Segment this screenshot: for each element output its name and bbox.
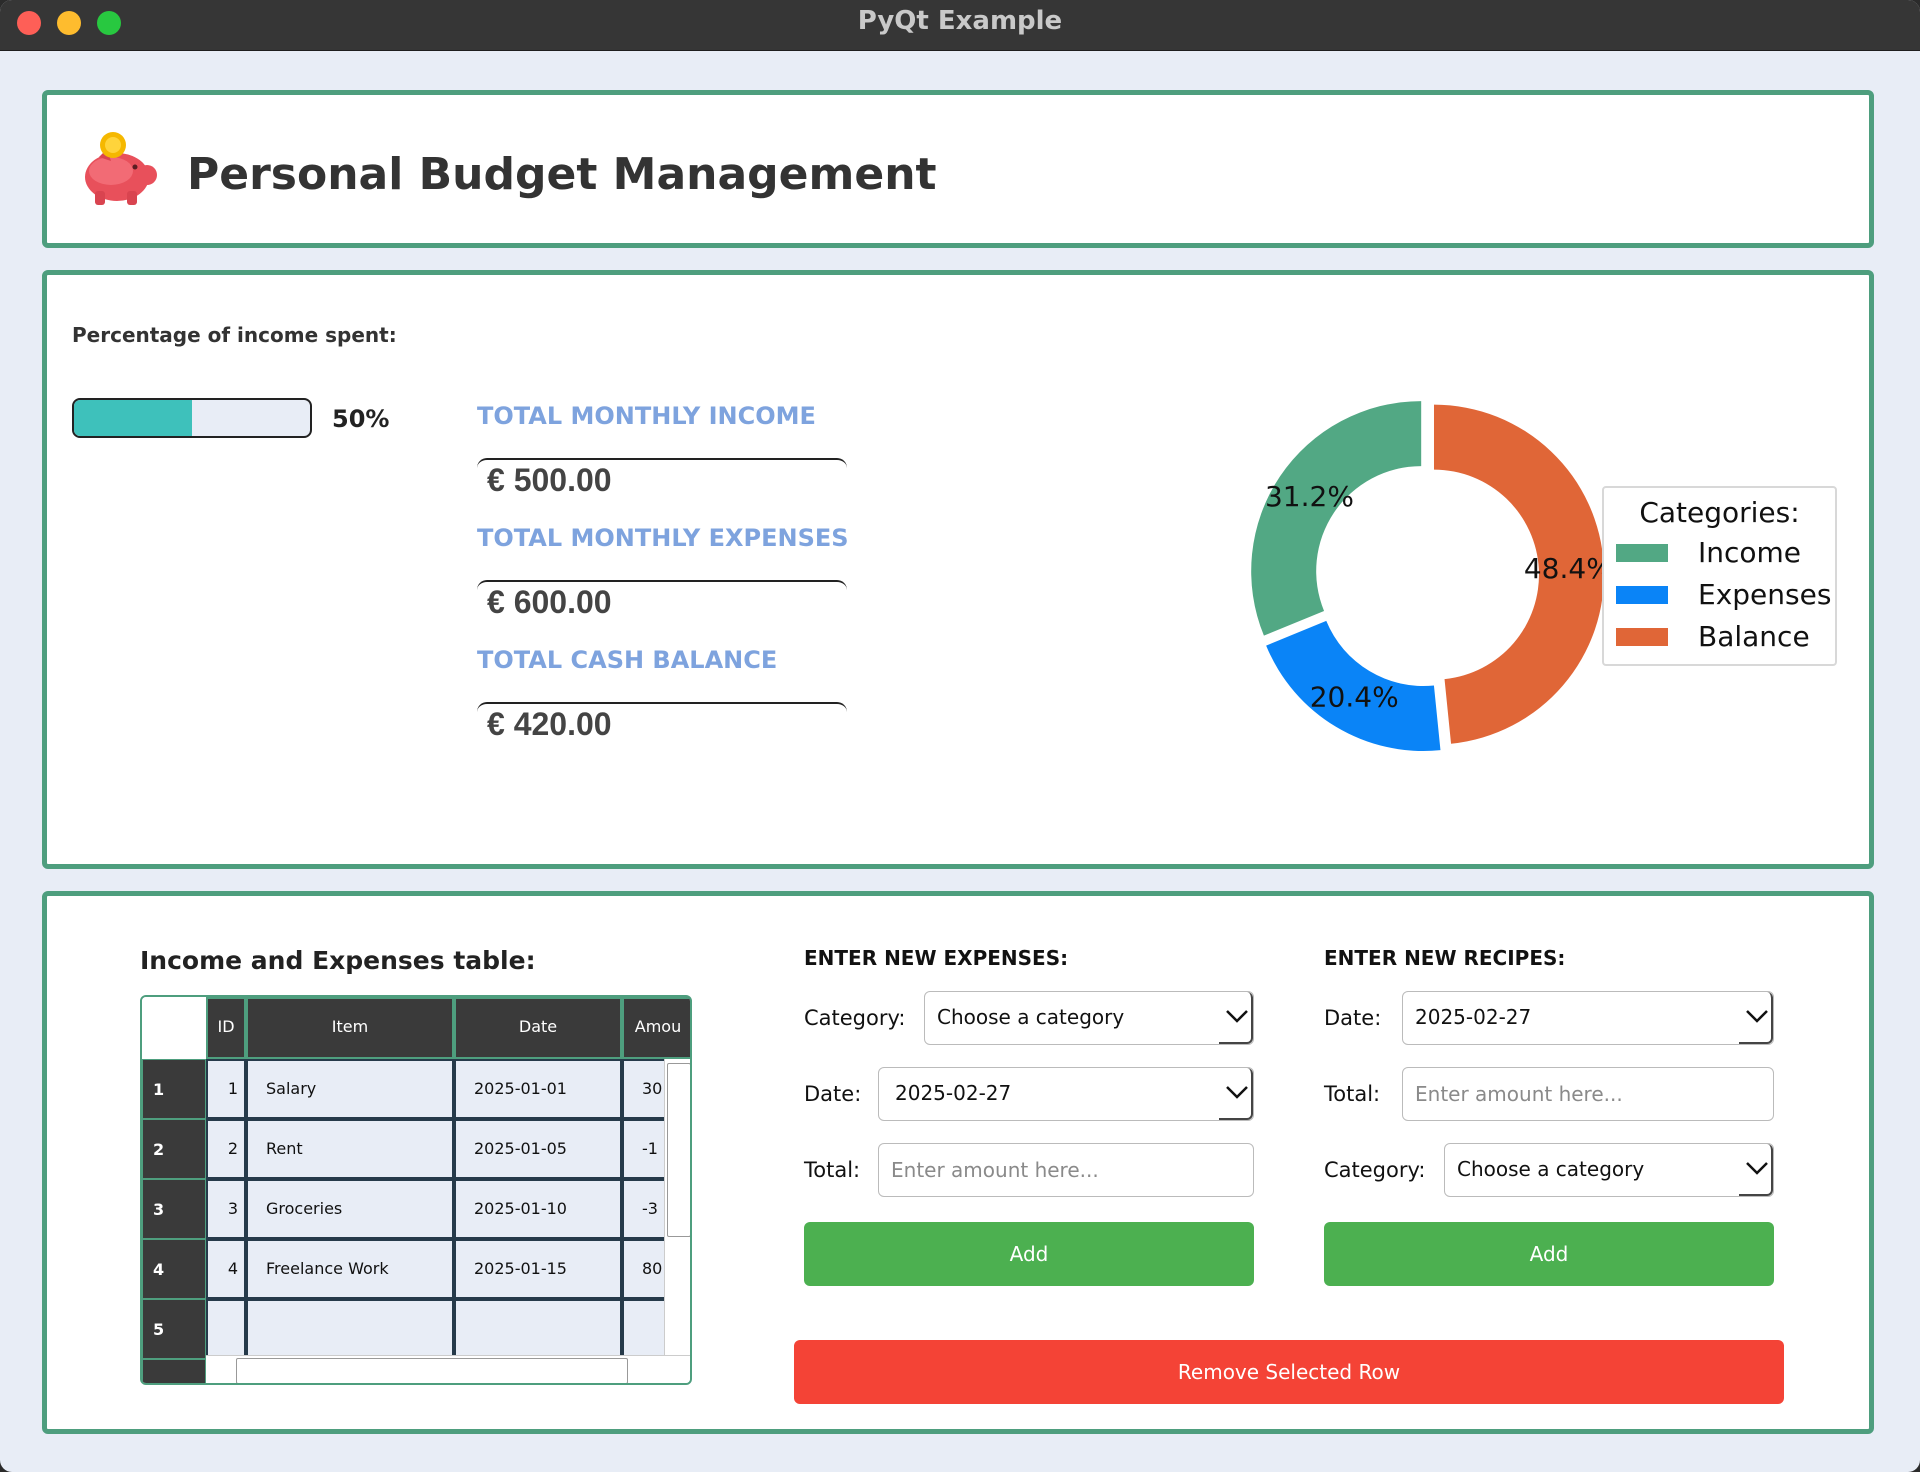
income-label: TOTAL MONTHLY INCOME	[477, 402, 816, 430]
table-cell-id[interactable]	[206, 1299, 246, 1359]
add-expense-button[interactable]: Add	[804, 1222, 1254, 1286]
expenses-display: € 600.00	[477, 580, 847, 626]
expenses-value: € 600.00	[487, 584, 612, 620]
table-cell-item[interactable]: Salary	[246, 1059, 454, 1119]
table-cell-id[interactable]: 3	[206, 1179, 246, 1239]
table-cell-id[interactable]: 1	[206, 1059, 246, 1119]
piggy-bank-icon	[85, 132, 157, 205]
column-header-date[interactable]: Date	[454, 997, 622, 1059]
balance-label: TOTAL CASH BALANCE	[477, 646, 778, 674]
legend-label-expenses: Expenses	[1698, 578, 1832, 611]
expenses-form-title: ENTER NEW EXPENSES:	[804, 946, 1069, 970]
chart-legend: Categories: Income Expenses Balance	[1602, 486, 1837, 666]
horizontal-scrollbar[interactable]	[206, 1355, 690, 1383]
percent-spent-label: Percentage of income spent:	[72, 323, 397, 347]
row-header[interactable]: 3	[142, 1179, 206, 1239]
recipes-total-label: Total:	[1324, 1082, 1381, 1106]
categories-donut-chart: 31.2% 20.4% 48.4%	[1251, 401, 1613, 752]
donut-label-income: 31.2%	[1265, 480, 1354, 513]
header-panel: Personal Budget Management	[42, 90, 1874, 248]
balance-display: € 420.00	[477, 702, 847, 748]
window-title: PyQt Example	[857, 6, 1063, 36]
horizontal-scrollbar-handle[interactable]	[236, 1358, 628, 1383]
table-cell-item[interactable]	[246, 1299, 454, 1359]
vertical-scrollbar-handle[interactable]	[667, 1063, 690, 1237]
recipes-category-value: Choose a category	[1457, 1157, 1645, 1181]
column-header-amount[interactable]: Amou	[622, 997, 690, 1059]
vertical-scrollbar[interactable]	[664, 1059, 690, 1359]
chevron-down-icon[interactable]	[1739, 1144, 1773, 1196]
row-header-partial[interactable]	[142, 1359, 206, 1383]
table-cell-date[interactable]	[454, 1299, 622, 1359]
table-cell-item[interactable]: Groceries	[246, 1179, 454, 1239]
expenses-date-value: 2025-02-27	[895, 1081, 1012, 1105]
minimize-button[interactable]	[57, 11, 81, 35]
recipes-total-input[interactable]	[1402, 1067, 1774, 1121]
balance-value: € 420.00	[487, 706, 612, 742]
table-cell-item[interactable]: Rent	[246, 1119, 454, 1179]
chevron-down-icon[interactable]	[1219, 992, 1253, 1044]
income-display: € 500.00	[477, 458, 847, 504]
chevron-down-icon[interactable]	[1219, 1068, 1253, 1120]
spent-progress-bar	[72, 398, 312, 438]
entry-panel: Income and Expenses table: ID Item Date …	[42, 891, 1874, 1434]
column-header-item[interactable]: Item	[246, 997, 454, 1059]
income-value: € 500.00	[487, 462, 612, 498]
expenses-category-value: Choose a category	[937, 1005, 1125, 1029]
expenses-date-label: Date:	[804, 1082, 862, 1106]
summary-panel: Percentage of income spent: 50% TOTAL MO…	[42, 270, 1874, 869]
close-button[interactable]	[17, 11, 41, 35]
expenses-category-label: Category:	[804, 1006, 906, 1030]
table-cell-id[interactable]: 2	[206, 1119, 246, 1179]
table-title: Income and Expenses table:	[140, 946, 536, 975]
progress-fill	[74, 400, 192, 436]
recipes-form-title: ENTER NEW RECIPES:	[1324, 946, 1566, 970]
legend-label-income: Income	[1698, 536, 1802, 569]
recipes-category-label: Category:	[1324, 1158, 1426, 1182]
table-cell-id[interactable]: 4	[206, 1239, 246, 1299]
row-header[interactable]: 2	[142, 1119, 206, 1179]
expenses-category-select[interactable]: Choose a category	[924, 991, 1254, 1045]
legend-label-balance: Balance	[1698, 620, 1810, 653]
chevron-down-icon[interactable]	[1739, 992, 1773, 1044]
recipes-category-select[interactable]: Choose a category	[1444, 1143, 1774, 1197]
donut-label-balance: 48.4%	[1524, 552, 1613, 585]
expenses-total-field[interactable]	[891, 1144, 1241, 1196]
recipes-date-label: Date:	[1324, 1006, 1382, 1030]
donut-slice-expenses	[1266, 620, 1441, 752]
remove-selected-row-button[interactable]: Remove Selected Row	[794, 1340, 1784, 1404]
app-title: Personal Budget Management	[187, 149, 937, 200]
table-corner[interactable]	[142, 997, 206, 1059]
expenses-label: TOTAL MONTHLY EXPENSES	[477, 524, 849, 552]
expenses-date-select[interactable]: 2025-02-27	[878, 1067, 1254, 1121]
title-bar: PyQt Example	[0, 0, 1920, 51]
table-cell-date[interactable]: 2025-01-01	[454, 1059, 622, 1119]
expenses-total-label: Total:	[804, 1158, 861, 1182]
expenses-total-input[interactable]	[878, 1143, 1254, 1197]
add-recipe-button[interactable]: Add	[1324, 1222, 1774, 1286]
legend-swatch-expenses	[1616, 586, 1668, 604]
legend-title: Categories:	[1639, 496, 1800, 529]
percent-spent-value: 50%	[332, 405, 390, 433]
table-cell-item[interactable]: Freelance Work	[246, 1239, 454, 1299]
recipes-date-value: 2025-02-27	[1415, 1005, 1532, 1029]
legend-swatch-income	[1616, 544, 1668, 562]
recipes-date-select[interactable]: 2025-02-27	[1402, 991, 1774, 1045]
donut-label-expenses: 20.4%	[1310, 680, 1399, 713]
recipes-total-field[interactable]	[1415, 1068, 1761, 1120]
row-header[interactable]: 4	[142, 1239, 206, 1299]
table-cell-date[interactable]: 2025-01-10	[454, 1179, 622, 1239]
donut-slice-balance	[1433, 404, 1604, 744]
table-cell-date[interactable]: 2025-01-15	[454, 1239, 622, 1299]
legend-swatch-balance	[1616, 628, 1668, 646]
maximize-button[interactable]	[97, 11, 121, 35]
row-header[interactable]: 5	[142, 1299, 206, 1359]
income-expenses-table[interactable]: ID Item Date Amou 1 1 Salary 2025-01-01 …	[140, 995, 692, 1385]
table-cell-date[interactable]: 2025-01-05	[454, 1119, 622, 1179]
column-header-id[interactable]: ID	[206, 997, 246, 1059]
donut-slice-income	[1251, 401, 1422, 636]
row-header[interactable]: 1	[142, 1059, 206, 1119]
